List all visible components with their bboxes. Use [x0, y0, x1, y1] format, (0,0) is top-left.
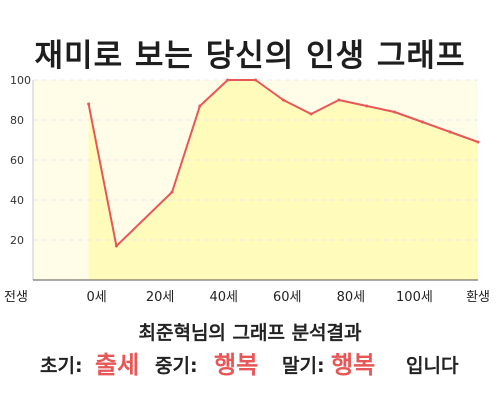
early-value: 출세 — [95, 351, 140, 379]
data-point — [420, 120, 424, 124]
analysis-summary: 초기: 출세 중기: 행복 말기: 행복 입니다 — [0, 346, 500, 382]
data-point — [365, 104, 369, 108]
data-point — [448, 130, 452, 134]
x-tick-label: 100세 — [396, 290, 433, 305]
x-tick-label: 전생 — [4, 290, 28, 305]
early-label: 초기: — [40, 355, 83, 377]
data-point — [87, 102, 91, 106]
data-point — [281, 98, 285, 102]
data-point — [226, 78, 230, 82]
data-point — [254, 78, 257, 82]
x-tick-label: 환생 — [466, 290, 490, 305]
x-tick-label: 20세 — [146, 290, 175, 305]
ending-text: 입니다 — [406, 355, 459, 377]
y-tick-label: 20 — [10, 234, 24, 247]
page-title: 재미로 보는 당신의 인생 그래프 — [34, 38, 466, 74]
area-fill — [88, 80, 478, 280]
data-point — [170, 190, 174, 194]
middle-label: 중기: — [155, 355, 198, 377]
late-value: 행복 — [331, 351, 376, 379]
x-tick-label: 80세 — [337, 290, 366, 305]
y-tick-label: 80 — [10, 114, 24, 127]
y-tick-label: 60 — [10, 154, 24, 167]
x-tick-label: 60세 — [273, 290, 302, 305]
late-label: 말기: — [282, 355, 325, 377]
data-point — [476, 140, 480, 144]
analysis-heading: 최준혁님의 그래프 분석결과 — [138, 322, 362, 344]
y-tick-label: 40 — [10, 194, 24, 207]
data-point — [309, 112, 313, 116]
data-point — [114, 244, 118, 248]
data-point — [198, 104, 202, 108]
series-line — [87, 79, 479, 247]
data-point — [393, 110, 397, 114]
x-tick-label: 0세 — [86, 290, 106, 305]
x-tick-label: 40세 — [209, 290, 238, 305]
data-point — [337, 98, 341, 102]
y-tick-label: 100 — [10, 74, 31, 87]
middle-value: 행복 — [214, 351, 259, 379]
